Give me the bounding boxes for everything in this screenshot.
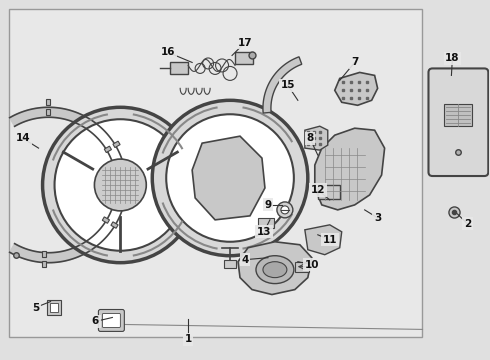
FancyBboxPatch shape (428, 68, 489, 176)
Polygon shape (10, 107, 126, 263)
Text: 12: 12 (311, 185, 325, 195)
Polygon shape (192, 136, 265, 220)
Text: 11: 11 (322, 235, 337, 245)
Bar (42, 251, 46, 257)
Text: 4: 4 (241, 255, 249, 265)
Bar (47, 300, 61, 315)
Bar (111, 222, 118, 228)
Ellipse shape (43, 107, 198, 263)
Polygon shape (335, 72, 378, 105)
Bar (102, 217, 109, 223)
Text: 6: 6 (92, 316, 99, 327)
Text: 2: 2 (464, 219, 471, 229)
Text: 9: 9 (265, 200, 271, 210)
Text: 18: 18 (445, 54, 460, 63)
Bar (295, 262, 309, 272)
Ellipse shape (281, 206, 289, 214)
Text: 3: 3 (374, 213, 381, 223)
Text: 13: 13 (257, 227, 271, 237)
Bar (224, 260, 236, 268)
Text: 10: 10 (305, 260, 319, 270)
Bar (46, 99, 49, 105)
Polygon shape (305, 225, 342, 255)
Ellipse shape (152, 100, 308, 256)
Polygon shape (315, 128, 385, 210)
Bar (49, 302, 57, 312)
Text: 16: 16 (161, 48, 175, 58)
Ellipse shape (166, 114, 294, 242)
Bar (444, 104, 472, 126)
Bar (170, 62, 188, 75)
Ellipse shape (95, 159, 147, 211)
FancyBboxPatch shape (98, 310, 124, 332)
Ellipse shape (54, 119, 186, 251)
Text: 1: 1 (185, 334, 192, 345)
Polygon shape (305, 126, 328, 150)
Bar (113, 141, 120, 148)
Polygon shape (263, 57, 302, 113)
Text: 8: 8 (306, 133, 314, 143)
Text: 5: 5 (32, 302, 39, 312)
FancyBboxPatch shape (102, 314, 121, 328)
Bar (235, 53, 253, 64)
Text: 15: 15 (281, 80, 295, 90)
Text: 17: 17 (238, 37, 252, 48)
Polygon shape (238, 242, 312, 294)
Bar (258, 218, 274, 228)
Bar (46, 109, 49, 115)
Text: 7: 7 (351, 58, 358, 67)
Ellipse shape (263, 262, 287, 278)
Bar (318, 185, 340, 199)
Bar (9, 9, 422, 337)
Text: 14: 14 (15, 133, 30, 143)
Ellipse shape (277, 202, 293, 218)
Ellipse shape (256, 256, 294, 284)
Bar (104, 146, 111, 153)
Bar (42, 261, 46, 267)
